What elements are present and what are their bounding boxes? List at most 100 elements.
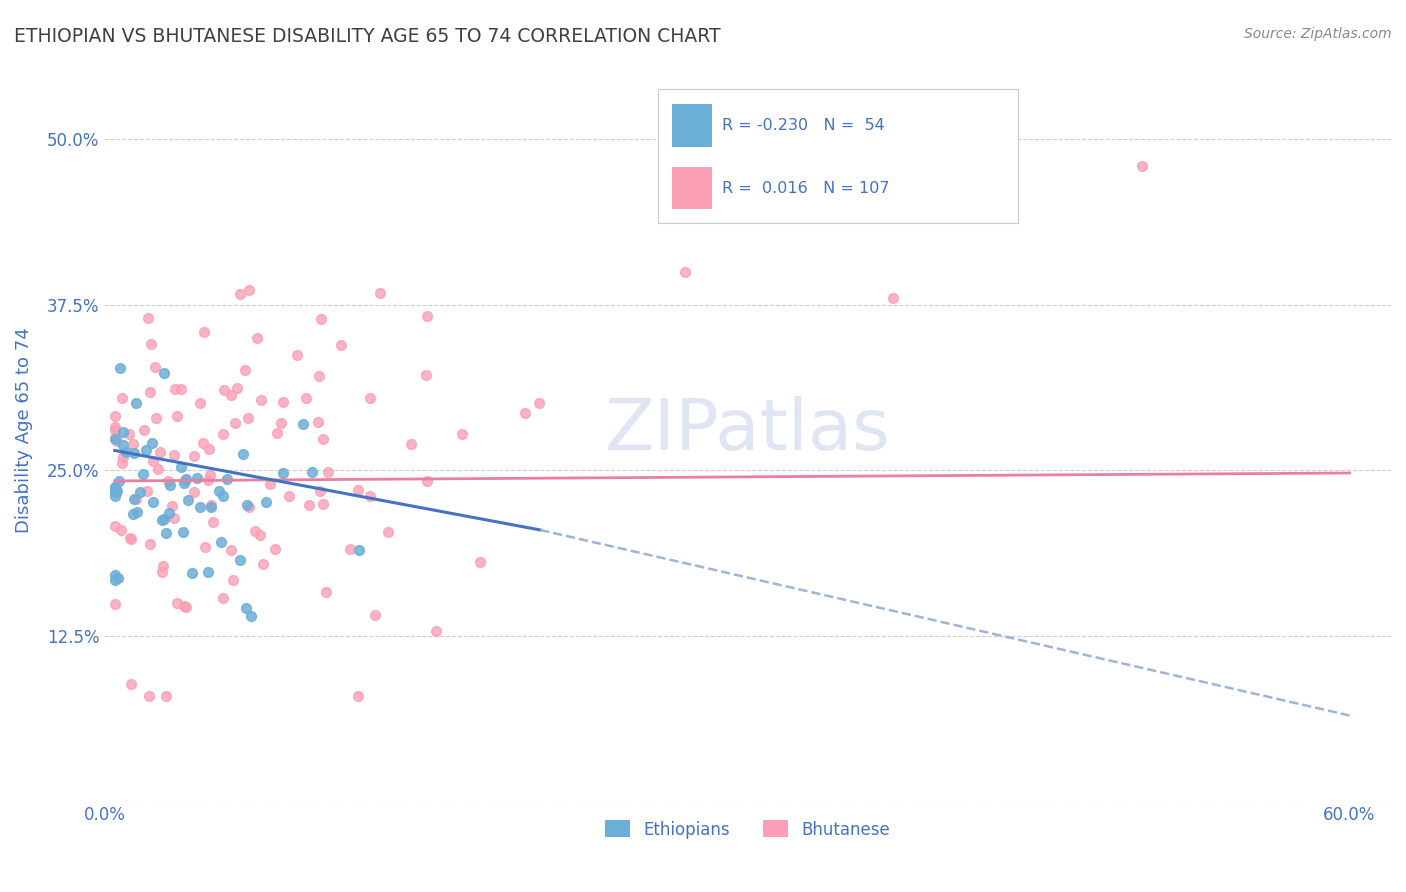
Point <box>212 489 235 503</box>
Point <box>425 624 447 638</box>
Point <box>246 331 269 345</box>
Point <box>145 411 167 425</box>
Point <box>208 483 231 498</box>
Point <box>111 437 134 451</box>
Point <box>318 465 340 479</box>
Point <box>135 442 157 457</box>
Point <box>882 291 904 305</box>
Point <box>219 388 242 402</box>
Point <box>249 393 271 408</box>
Point <box>202 515 225 529</box>
Point <box>225 381 247 395</box>
Point <box>415 368 437 383</box>
Point <box>104 489 127 503</box>
Point <box>108 361 131 376</box>
Point <box>104 573 127 587</box>
Point <box>292 417 315 432</box>
Point <box>125 505 148 519</box>
Point <box>120 532 142 546</box>
Point <box>136 310 159 325</box>
Point <box>197 566 219 580</box>
Point <box>110 523 132 537</box>
Point <box>347 543 370 558</box>
Point <box>129 485 152 500</box>
Point <box>104 481 127 495</box>
Point <box>309 312 332 326</box>
Point <box>191 436 214 450</box>
Point <box>104 597 127 611</box>
Point <box>513 406 536 420</box>
Point <box>159 477 181 491</box>
Point <box>308 368 330 383</box>
Point <box>112 450 135 464</box>
Point <box>155 526 177 541</box>
Point <box>194 541 217 555</box>
Point <box>527 396 550 410</box>
Point <box>162 448 184 462</box>
Point <box>229 286 252 301</box>
Point <box>238 283 260 297</box>
Point <box>114 444 136 458</box>
Point <box>120 677 142 691</box>
Point <box>450 426 472 441</box>
Point <box>211 427 233 442</box>
Point <box>359 391 381 405</box>
Point <box>141 436 163 450</box>
Point <box>136 483 159 498</box>
Point <box>298 498 321 512</box>
Point <box>172 524 194 539</box>
Point <box>122 437 145 451</box>
Point <box>675 264 697 278</box>
Point <box>236 498 259 512</box>
Point <box>174 600 197 615</box>
Y-axis label: Disability Age 65 to 74: Disability Age 65 to 74 <box>15 327 32 533</box>
Point <box>143 359 166 374</box>
Point <box>200 498 222 512</box>
Point <box>315 584 337 599</box>
Point <box>235 601 257 615</box>
Point <box>190 500 212 514</box>
Point <box>111 425 134 439</box>
Point <box>209 535 232 549</box>
Point <box>148 461 170 475</box>
Point <box>174 473 197 487</box>
Point <box>197 473 219 487</box>
Point <box>111 391 134 405</box>
Point <box>138 689 160 703</box>
Point <box>152 559 174 574</box>
Point <box>232 447 254 461</box>
Point <box>271 466 294 480</box>
Point <box>153 511 176 525</box>
Point <box>295 391 318 405</box>
Point <box>236 411 259 425</box>
Point <box>238 500 260 515</box>
Point <box>188 395 211 409</box>
Point <box>245 524 267 539</box>
Point <box>249 528 271 542</box>
Point <box>252 557 274 571</box>
Point <box>108 474 131 488</box>
Point <box>312 497 335 511</box>
Point <box>285 348 308 362</box>
Point <box>122 491 145 506</box>
Point <box>468 556 491 570</box>
Text: ZIPatlas: ZIPatlas <box>605 396 890 465</box>
Point <box>415 474 437 488</box>
Point <box>142 495 165 509</box>
Point <box>122 507 145 521</box>
Point <box>219 543 242 558</box>
Point <box>104 433 127 447</box>
Point <box>222 573 245 587</box>
Point <box>183 449 205 463</box>
Point <box>155 689 177 703</box>
Point <box>118 426 141 441</box>
Point <box>1130 159 1153 173</box>
Point <box>359 489 381 503</box>
Point <box>104 480 127 494</box>
Point <box>150 513 173 527</box>
Point <box>139 384 162 399</box>
Point <box>377 525 399 540</box>
Point <box>124 491 146 506</box>
Point <box>104 419 127 434</box>
Point <box>211 591 233 606</box>
